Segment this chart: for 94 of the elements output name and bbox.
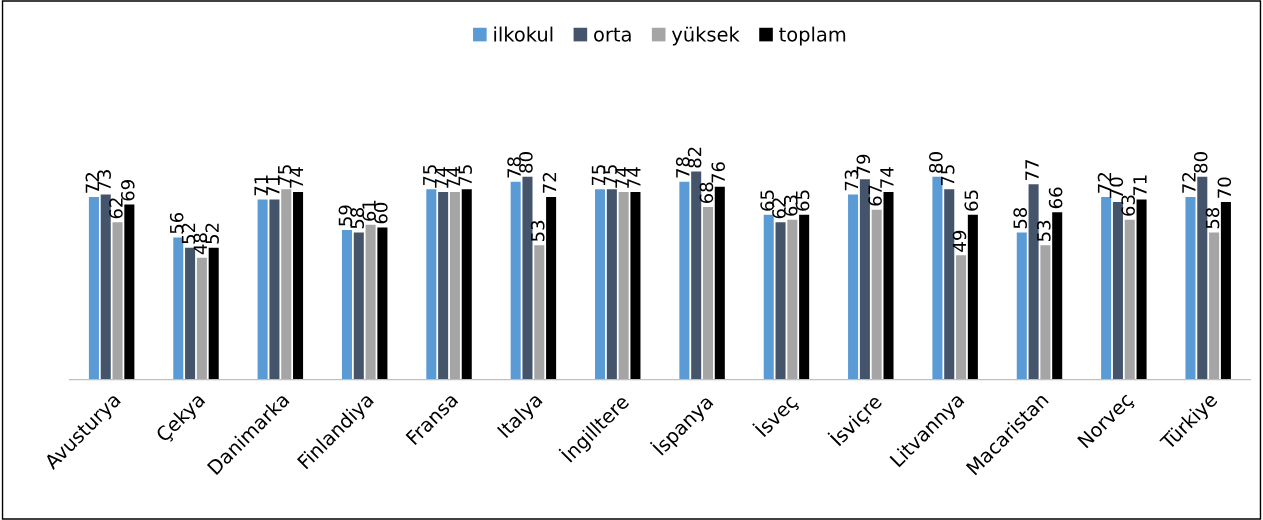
data-label: 70 bbox=[1217, 177, 1232, 198]
bar bbox=[257, 199, 268, 380]
data-label: 78 bbox=[507, 157, 521, 178]
data-label: 60 bbox=[373, 202, 388, 224]
bar bbox=[1185, 196, 1196, 380]
bar bbox=[775, 222, 786, 380]
data-label: 75 bbox=[423, 165, 437, 186]
data-label: 69 bbox=[120, 180, 135, 201]
data-label: 63 bbox=[1121, 195, 1135, 216]
bar bbox=[546, 196, 557, 380]
bar bbox=[124, 204, 135, 380]
data-label: 74 bbox=[289, 167, 304, 188]
bar bbox=[967, 214, 978, 380]
data-label: 72 bbox=[1182, 173, 1196, 193]
bar bbox=[799, 214, 810, 380]
bar bbox=[353, 232, 364, 380]
data-label: 49 bbox=[952, 230, 967, 252]
bar bbox=[1136, 199, 1147, 380]
bar bbox=[293, 191, 304, 380]
data-label: 68 bbox=[699, 182, 714, 204]
bar bbox=[1124, 219, 1135, 380]
bar bbox=[630, 191, 641, 380]
legend-label: toplam bbox=[779, 26, 846, 46]
data-label: 77 bbox=[1025, 160, 1039, 181]
data-label: 72 bbox=[542, 173, 557, 193]
data-label: 75 bbox=[941, 165, 955, 186]
data-label: 80 bbox=[929, 152, 943, 173]
data-label: 76 bbox=[711, 162, 726, 183]
bar bbox=[848, 194, 859, 380]
legend-label: orta bbox=[594, 27, 631, 42]
legend-label: yüksek bbox=[671, 26, 740, 46]
data-label: 65 bbox=[964, 190, 979, 211]
bar bbox=[281, 189, 292, 380]
bar bbox=[269, 199, 280, 380]
data-label: 53 bbox=[530, 220, 545, 241]
bar bbox=[787, 219, 798, 380]
data-label: 58 bbox=[1205, 207, 1220, 229]
bar bbox=[714, 186, 725, 380]
data-label: 72 bbox=[1097, 173, 1112, 193]
bar bbox=[1101, 196, 1112, 380]
bar bbox=[1016, 232, 1027, 380]
bar bbox=[859, 179, 870, 380]
data-label: 62 bbox=[109, 198, 123, 219]
bar bbox=[679, 181, 690, 380]
bar bbox=[763, 214, 774, 380]
data-label: 67 bbox=[868, 185, 882, 206]
data-label: 75 bbox=[458, 165, 472, 186]
bar bbox=[1209, 232, 1220, 380]
data-label: 58 bbox=[1013, 207, 1028, 229]
bar bbox=[449, 191, 460, 380]
bar bbox=[1220, 202, 1231, 380]
data-label: 62 bbox=[772, 198, 786, 219]
data-label: 65 bbox=[760, 190, 774, 211]
data-label: 52 bbox=[205, 223, 219, 244]
data-label: 71 bbox=[1133, 175, 1147, 196]
bar bbox=[438, 191, 449, 380]
bar bbox=[702, 207, 714, 380]
bar bbox=[606, 189, 617, 380]
bar bbox=[618, 191, 629, 380]
data-label: 80 bbox=[519, 152, 533, 173]
data-label: 74 bbox=[880, 167, 894, 188]
bar bbox=[1112, 202, 1123, 380]
data-label: 74 bbox=[627, 167, 641, 188]
bar bbox=[595, 189, 606, 380]
data-label: 71 bbox=[266, 175, 280, 196]
bar bbox=[377, 227, 388, 380]
bar bbox=[1028, 184, 1039, 380]
data-label: 72 bbox=[85, 173, 99, 193]
bar bbox=[534, 245, 545, 380]
bar bbox=[932, 176, 943, 380]
bar bbox=[522, 176, 533, 380]
bar bbox=[196, 257, 207, 380]
data-label: 71 bbox=[254, 175, 268, 196]
bar bbox=[510, 181, 521, 380]
data-label: 73 bbox=[97, 170, 111, 191]
bar bbox=[461, 189, 472, 380]
bar bbox=[112, 222, 123, 380]
legend-label: ilkokul bbox=[494, 26, 553, 42]
bar bbox=[341, 229, 352, 380]
data-label: 80 bbox=[1193, 152, 1208, 173]
bar bbox=[956, 255, 967, 380]
bar bbox=[88, 196, 99, 380]
bar bbox=[1052, 212, 1063, 380]
bar bbox=[871, 209, 882, 380]
bar bbox=[100, 194, 111, 380]
bar bbox=[208, 247, 219, 380]
bar bbox=[1040, 245, 1051, 380]
data-label: 70 bbox=[1109, 177, 1124, 198]
bar bbox=[365, 224, 376, 380]
data-label: 61 bbox=[362, 200, 376, 221]
bar bbox=[426, 189, 437, 380]
data-label: 53 bbox=[1036, 220, 1051, 241]
data-label: 66 bbox=[1048, 187, 1063, 209]
bar bbox=[883, 191, 894, 380]
